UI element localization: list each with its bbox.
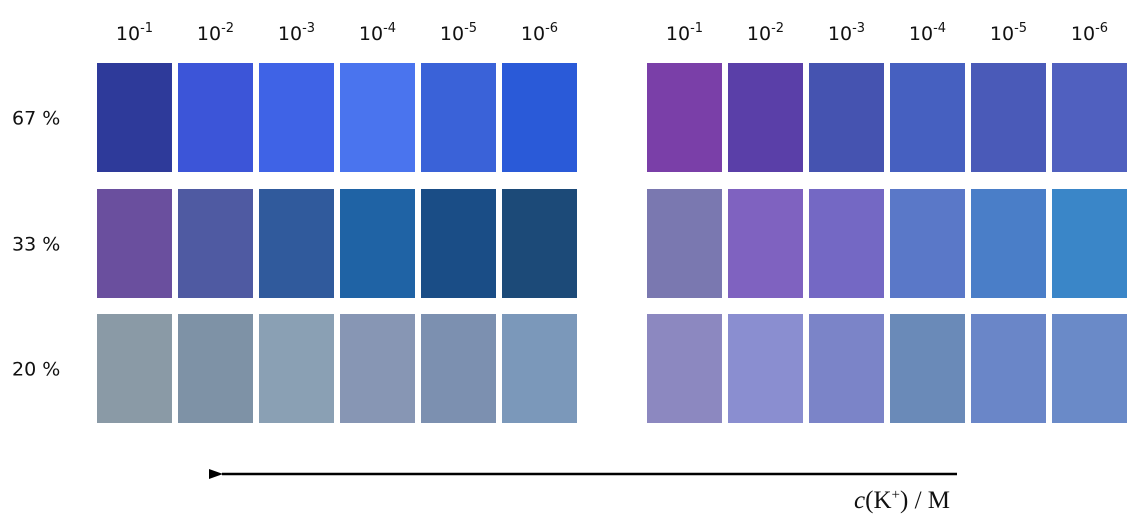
header-exponent: -1 xyxy=(140,21,153,36)
swatch xyxy=(890,189,965,298)
swatch xyxy=(890,63,965,172)
swatch xyxy=(340,189,415,298)
swatch xyxy=(728,63,803,172)
header-base: 10 xyxy=(828,23,852,45)
column-header: 10-2 xyxy=(197,21,234,45)
column-header: 10-6 xyxy=(1071,21,1108,45)
swatch xyxy=(890,314,965,423)
axis-superscript: + xyxy=(892,487,900,503)
header-base: 10 xyxy=(116,23,140,45)
swatch xyxy=(1052,189,1127,298)
header-exponent: -6 xyxy=(1095,21,1108,36)
header-exponent: -2 xyxy=(771,21,784,36)
swatch xyxy=(502,189,577,298)
swatch xyxy=(971,189,1046,298)
swatch xyxy=(647,63,722,172)
swatch xyxy=(178,189,253,298)
column-header: 10-5 xyxy=(990,21,1027,45)
swatch xyxy=(259,189,334,298)
swatch xyxy=(421,63,496,172)
axis-label: c(K+) / M xyxy=(854,487,950,514)
axis-close: ) / M xyxy=(900,487,950,514)
header-exponent: -4 xyxy=(933,21,946,36)
swatch xyxy=(809,314,884,423)
column-header: 10-3 xyxy=(278,21,315,45)
swatch xyxy=(502,314,577,423)
column-header: 10-4 xyxy=(359,21,396,45)
column-header: 10-3 xyxy=(828,21,865,45)
swatch xyxy=(728,314,803,423)
axis-variable: c xyxy=(854,487,865,514)
column-header: 10-2 xyxy=(747,21,784,45)
header-base: 10 xyxy=(747,23,771,45)
swatch xyxy=(647,189,722,298)
swatch xyxy=(178,63,253,172)
header-base: 10 xyxy=(990,23,1014,45)
swatch xyxy=(97,314,172,423)
row-label: 67 % xyxy=(12,108,60,130)
panel: 10-1 10-2 10-3 10-4 10-5 10-6 xyxy=(647,21,1127,423)
column-header: 10-6 xyxy=(521,21,558,45)
swatch xyxy=(728,189,803,298)
row-label: 33 % xyxy=(12,234,60,256)
header-base: 10 xyxy=(197,23,221,45)
swatch xyxy=(259,314,334,423)
header-exponent: -3 xyxy=(302,21,315,36)
header-base: 10 xyxy=(359,23,383,45)
header-base: 10 xyxy=(909,23,933,45)
header-exponent: -4 xyxy=(383,21,396,36)
swatch xyxy=(809,63,884,172)
swatch xyxy=(1052,63,1127,172)
header-exponent: -5 xyxy=(464,21,477,36)
swatch xyxy=(421,314,496,423)
swatch xyxy=(178,314,253,423)
swatch xyxy=(809,189,884,298)
header-base: 10 xyxy=(521,23,545,45)
swatch xyxy=(97,63,172,172)
header-base: 10 xyxy=(278,23,302,45)
header-exponent: -1 xyxy=(690,21,703,36)
column-header: 10-1 xyxy=(116,21,153,45)
column-header: 10-4 xyxy=(909,21,946,45)
header-base: 10 xyxy=(440,23,464,45)
header-exponent: -2 xyxy=(221,21,234,36)
row-label: 20 % xyxy=(12,359,60,381)
header-exponent: -6 xyxy=(545,21,558,36)
swatch xyxy=(421,189,496,298)
column-header: 10-1 xyxy=(666,21,703,45)
swatch xyxy=(259,63,334,172)
header-exponent: -5 xyxy=(1014,21,1027,36)
swatch xyxy=(502,63,577,172)
swatch xyxy=(647,314,722,423)
header-base: 10 xyxy=(1071,23,1095,45)
swatch xyxy=(340,63,415,172)
column-header: 10-5 xyxy=(440,21,477,45)
axis-open: (K xyxy=(865,487,891,514)
panel: 10-1 10-2 10-3 10-4 10-5 10-6 xyxy=(97,21,577,423)
swatch xyxy=(1052,314,1127,423)
swatch xyxy=(971,63,1046,172)
swatch xyxy=(971,314,1046,423)
swatch xyxy=(97,189,172,298)
swatch xyxy=(340,314,415,423)
header-base: 10 xyxy=(666,23,690,45)
header-exponent: -3 xyxy=(852,21,865,36)
